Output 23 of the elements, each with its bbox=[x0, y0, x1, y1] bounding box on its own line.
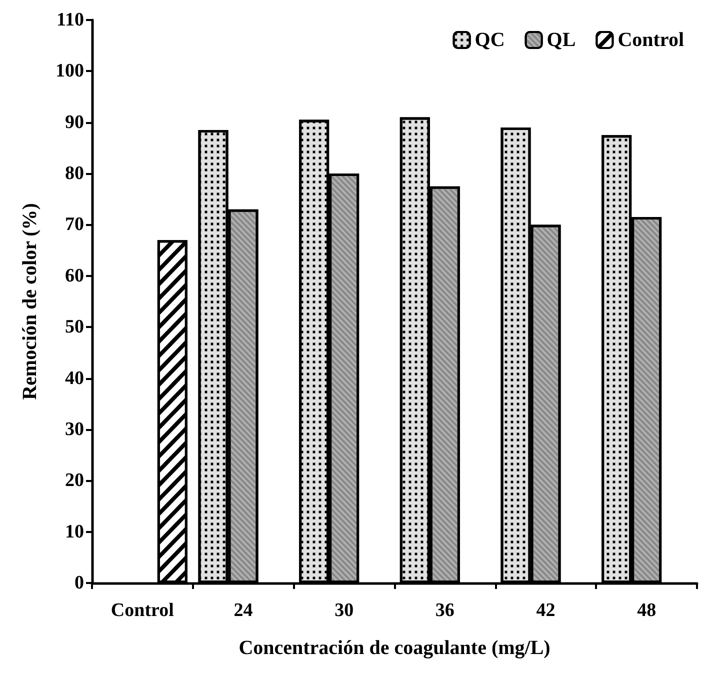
y-tick-label: 10 bbox=[65, 521, 84, 542]
y-tick-label: 90 bbox=[65, 112, 84, 133]
y-tick-label: 100 bbox=[56, 60, 84, 82]
y-tick-label: 30 bbox=[65, 418, 84, 440]
y-tick-label: 110 bbox=[56, 10, 84, 30]
x-tick-label: 48 bbox=[637, 600, 656, 621]
y-axis-title: Remoción de color (%) bbox=[19, 203, 41, 400]
legend-label: QL bbox=[546, 29, 576, 51]
x-tick-label: 24 bbox=[234, 600, 254, 621]
legend-label: QC bbox=[474, 29, 505, 51]
y-tick-label: 20 bbox=[65, 470, 84, 492]
y-tick-label: 0 bbox=[74, 572, 84, 594]
y-tick-label: 80 bbox=[65, 163, 84, 184]
x-tick-label: 36 bbox=[435, 600, 454, 621]
x-axis-title: Concentración de coagulante (mg/L) bbox=[238, 637, 550, 659]
y-tick-label: 50 bbox=[65, 316, 84, 338]
x-tick-label: 30 bbox=[334, 600, 354, 621]
y-tick-label: 60 bbox=[65, 265, 84, 286]
x-tick-label: 42 bbox=[536, 600, 556, 621]
x-tick-label: Control bbox=[110, 600, 174, 621]
legend-label: Control bbox=[618, 29, 684, 51]
y-tick-label: 40 bbox=[65, 368, 84, 389]
y-tick-label: 70 bbox=[65, 214, 84, 236]
